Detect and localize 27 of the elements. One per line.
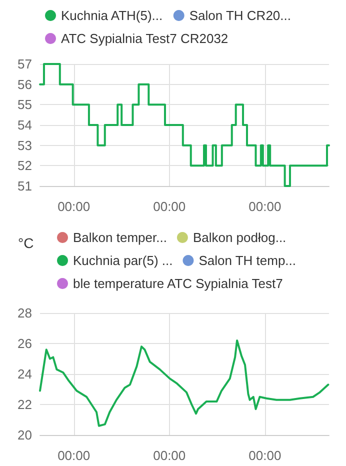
x-tick-label: 00:00 bbox=[153, 199, 186, 214]
legend-label: Salon TH CR20... bbox=[189, 8, 291, 23]
y-tick-label: 53 bbox=[18, 138, 32, 153]
legend-label: Kuchnia ATH(5)... bbox=[61, 8, 163, 23]
legend-label: Salon TH temp... bbox=[198, 253, 296, 268]
x-tick-label: 00:00 bbox=[58, 199, 90, 214]
y-axis-title: °C bbox=[18, 235, 34, 251]
y-tick-label: 57 bbox=[18, 56, 32, 72]
legend-label: Balkon temper... bbox=[73, 230, 167, 245]
y-tick-label: 52 bbox=[18, 158, 32, 174]
y-tick-label: 26 bbox=[18, 336, 32, 351]
y-tick-label: 22 bbox=[18, 397, 32, 412]
legend-label: ble temperature ATC Sypialnia Test7 bbox=[73, 276, 283, 291]
y-tick-label: 56 bbox=[18, 76, 32, 92]
y-tick-label: 20 bbox=[18, 428, 32, 442]
x-tick-label: 00:00 bbox=[153, 448, 186, 463]
y-tick-label: 28 bbox=[18, 306, 32, 320]
x-tick-label: 00:00 bbox=[248, 199, 282, 214]
x-tick-label: 00:00 bbox=[248, 448, 282, 463]
y-tick-label: 55 bbox=[18, 97, 32, 112]
x-tick-label: 00:00 bbox=[58, 448, 90, 463]
legend-label: ATC Sypialnia Test7 CR2032 bbox=[61, 31, 228, 46]
legend-label: Kuchnia par(5) ... bbox=[73, 253, 173, 268]
y-tick-label: 54 bbox=[18, 118, 32, 132]
y-tick-label: 24 bbox=[18, 366, 32, 382]
legend-label: Balkon podłog... bbox=[192, 230, 286, 245]
y-tick-label: 51 bbox=[18, 178, 32, 194]
